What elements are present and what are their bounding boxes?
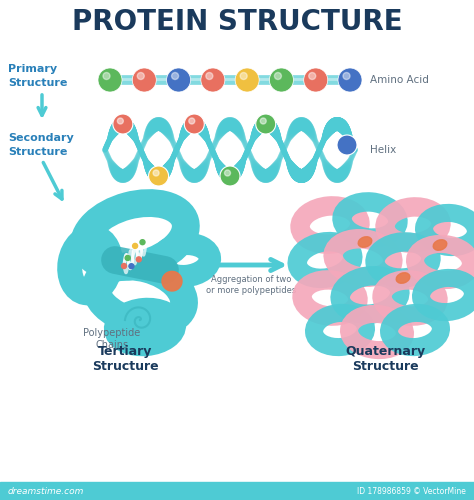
Circle shape: [338, 68, 362, 92]
Text: Secondary
Structure: Secondary Structure: [8, 134, 74, 156]
Ellipse shape: [433, 240, 447, 250]
Circle shape: [129, 264, 134, 268]
Text: Aggregation of two
or more polypeptides: Aggregation of two or more polypeptides: [206, 276, 296, 294]
Text: Primary
Structure: Primary Structure: [8, 64, 67, 88]
Circle shape: [337, 135, 357, 155]
Circle shape: [137, 257, 141, 262]
Circle shape: [220, 166, 240, 186]
Circle shape: [103, 72, 110, 80]
Circle shape: [113, 114, 133, 134]
Circle shape: [304, 68, 328, 92]
Circle shape: [274, 72, 282, 80]
Circle shape: [137, 72, 144, 80]
Bar: [0, 482, 474, 500]
Circle shape: [166, 68, 191, 92]
Circle shape: [148, 166, 169, 186]
Text: Quaternary
Structure: Quaternary Structure: [345, 345, 425, 373]
Polygon shape: [162, 272, 182, 291]
Circle shape: [140, 240, 145, 244]
Circle shape: [343, 72, 350, 80]
Circle shape: [121, 264, 127, 268]
Circle shape: [235, 68, 259, 92]
Circle shape: [98, 68, 122, 92]
Ellipse shape: [396, 272, 410, 283]
Circle shape: [309, 72, 316, 80]
Text: Tertiary
Structure: Tertiary Structure: [91, 345, 158, 373]
Circle shape: [269, 68, 293, 92]
Circle shape: [189, 118, 195, 124]
Text: Amino Acid: Amino Acid: [370, 75, 429, 85]
Text: ID 178986859 © VectorMine: ID 178986859 © VectorMine: [357, 486, 466, 496]
Circle shape: [260, 118, 266, 124]
Text: Polypeptide
Chains: Polypeptide Chains: [83, 328, 141, 349]
Circle shape: [132, 68, 156, 92]
Circle shape: [201, 68, 225, 92]
Text: Helix: Helix: [370, 145, 396, 155]
Circle shape: [172, 72, 179, 80]
Circle shape: [255, 114, 276, 134]
Text: PROTEIN STRUCTURE: PROTEIN STRUCTURE: [72, 8, 402, 36]
Circle shape: [225, 170, 230, 176]
Text: dreamstime.com: dreamstime.com: [8, 486, 84, 496]
Circle shape: [153, 170, 159, 176]
Circle shape: [184, 114, 204, 134]
Circle shape: [206, 72, 213, 80]
Circle shape: [133, 244, 137, 248]
Circle shape: [118, 118, 123, 124]
Ellipse shape: [358, 236, 372, 248]
Circle shape: [240, 72, 247, 80]
Circle shape: [125, 256, 130, 260]
